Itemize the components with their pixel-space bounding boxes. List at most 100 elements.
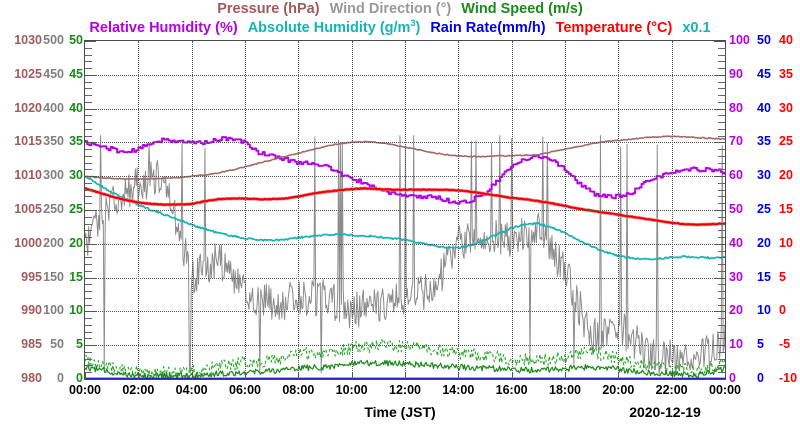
axis-tick-wind-speed-10: 0 <box>76 371 83 385</box>
axis-tick-wind-direction-9: 50 <box>50 337 64 352</box>
y-tick-minor <box>85 237 92 239</box>
y-tick-minor <box>85 155 92 157</box>
legend-row-humidity-rain-temp: Relative Humidity (%) Absolute Humidity … <box>0 18 800 36</box>
x-tick-major <box>138 372 140 379</box>
y-tick-minor <box>85 149 92 151</box>
y-tick-major <box>85 176 96 178</box>
y-tick-major <box>714 74 725 76</box>
y-tick-minor <box>85 61 92 63</box>
legend-absolute-humidity: Absolute Humidity (g/m3) <box>247 18 421 36</box>
y-tick-major <box>85 277 96 279</box>
axis-tick-rain-rate-2: 40 <box>757 100 771 115</box>
axis-tick-rain-rate-3: 35 <box>757 134 771 149</box>
y-tick-minor <box>718 216 725 218</box>
y-tick-minor <box>85 351 92 353</box>
y-tick-minor <box>85 318 92 320</box>
y-tick-minor <box>85 115 92 117</box>
y-tick-minor <box>85 257 92 259</box>
y-tick-major <box>714 108 725 110</box>
y-tick-minor <box>718 88 725 90</box>
y-tick-major <box>85 41 96 42</box>
axis-tick-pressure-7: 995 <box>21 269 42 284</box>
y-tick-minor <box>718 122 725 124</box>
y-tick-minor <box>718 358 725 360</box>
plot-area <box>84 40 726 380</box>
y-tick-minor <box>85 365 92 367</box>
plot-inner <box>85 41 725 379</box>
x-tick-label-8: 16:00 <box>495 383 528 397</box>
x-tick-major <box>405 372 406 379</box>
y-tick-minor <box>85 95 92 97</box>
axis-tick-relative-humidity-2: 80 <box>729 100 743 115</box>
y-tick-minor <box>85 297 92 299</box>
axis-tick-relative-humidity-7: 30 <box>729 269 743 284</box>
axis-tick-pressure-9: 985 <box>21 337 42 352</box>
y-tick-minor <box>718 68 725 70</box>
y-tick-major <box>85 311 96 313</box>
y-tick-minor <box>718 203 725 205</box>
y-tick-minor <box>85 68 92 70</box>
y-tick-minor <box>718 324 725 326</box>
gridline-vertical <box>565 41 566 379</box>
axis-tick-temperature-6: 10 <box>779 235 793 250</box>
axis-tick-pressure-2: 1020 <box>14 100 42 115</box>
y-tick-major <box>85 243 96 245</box>
y-tick-minor <box>718 304 725 306</box>
y-tick-minor <box>85 304 92 306</box>
y-tick-minor <box>718 135 725 137</box>
y-tick-minor <box>718 331 725 333</box>
y-tick-minor <box>718 257 725 259</box>
axis-tick-pressure-1: 1025 <box>14 66 42 81</box>
y-tick-major <box>85 142 96 144</box>
axis-tick-wind-direction-3: 350 <box>43 134 64 149</box>
axis-tick-wind-direction-8: 100 <box>43 303 64 318</box>
gridline-vertical <box>511 41 513 379</box>
y-tick-minor <box>85 372 92 374</box>
axis-tick-wind-direction-0: 500 <box>43 33 64 47</box>
gridline-vertical <box>138 41 140 379</box>
x-tick-major <box>245 372 246 379</box>
y-tick-minor <box>718 250 725 252</box>
y-tick-minor <box>85 122 92 124</box>
y-tick-minor <box>718 196 725 198</box>
gridline-vertical <box>191 41 193 379</box>
legend-relative-humidity: Relative Humidity (%) <box>89 19 238 36</box>
y-tick-minor <box>718 223 725 225</box>
y-tick-minor <box>718 95 725 97</box>
gridline-vertical <box>458 41 460 379</box>
x-tick-label-12: 00:00 <box>709 383 741 397</box>
y-tick-minor <box>718 149 725 151</box>
x-tick-major <box>618 372 620 379</box>
y-tick-minor <box>85 358 92 360</box>
gridline-vertical <box>618 41 620 379</box>
gridline-vertical <box>351 41 353 379</box>
y-tick-major <box>85 210 96 211</box>
x-tick-label-2: 04:00 <box>175 383 208 397</box>
y-tick-minor <box>718 230 725 232</box>
y-tick-minor <box>718 162 725 164</box>
y-tick-minor <box>718 372 725 374</box>
x-tick-major <box>351 372 353 379</box>
date-label: 2020-12-19 <box>629 404 701 420</box>
y-tick-minor <box>718 115 725 117</box>
y-tick-minor <box>718 365 725 367</box>
axis-tick-pressure-5: 1005 <box>14 202 42 216</box>
y-tick-major <box>714 311 725 313</box>
x-tick-major <box>671 372 673 379</box>
y-tick-minor <box>85 264 92 266</box>
y-tick-minor <box>85 128 92 130</box>
y-tick-minor <box>85 230 92 232</box>
x-tick-label-4: 08:00 <box>282 383 315 397</box>
y-tick-minor <box>718 61 725 63</box>
axis-tick-wind-direction-2: 400 <box>43 100 64 115</box>
axis-tick-temperature-9: -5 <box>779 337 791 352</box>
x-tick-label-0: 00:00 <box>69 383 101 397</box>
axis-tick-pressure-8: 990 <box>21 303 42 318</box>
x-axis-tick-labels: 00:00 02:00 04:00 06:00 08:00 10:00 12:00 14:00… <box>0 383 800 401</box>
axis-tick-rain-rate-6: 20 <box>757 235 771 250</box>
axis-tick-rain-rate-9: 5 <box>757 337 764 352</box>
axis-tick-relative-humidity-10: 0 <box>729 371 736 385</box>
y-tick-minor <box>718 351 725 353</box>
axis-tick-pressure-10: 980 <box>21 371 42 385</box>
axis-tick-wind-speed-8: 10 <box>69 303 83 318</box>
